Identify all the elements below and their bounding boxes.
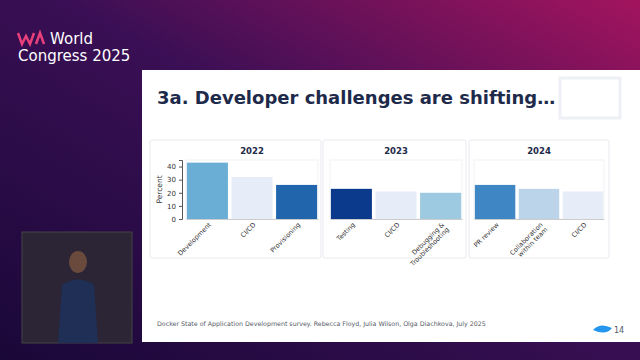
- y-tick: 20: [167, 190, 182, 198]
- x-tick-label-line: CI/CD: [570, 221, 589, 240]
- x-tick-label-line: Troubleshooting: [408, 226, 451, 269]
- y-tick-mark: [179, 180, 182, 181]
- x-tick: CI/CD: [239, 221, 258, 240]
- speaker-head: [69, 251, 87, 273]
- chart-title: 2022: [240, 146, 264, 156]
- speaker-video: [22, 232, 132, 343]
- slide-title: 3a. Developer challenges are shifting…: [157, 87, 555, 108]
- y-tick: 40: [167, 163, 182, 171]
- bars: [475, 185, 603, 219]
- y-tick-mark: [179, 167, 182, 168]
- x-tick: Development: [176, 221, 213, 258]
- chart-title: 2024: [527, 146, 551, 156]
- decoration: [560, 78, 620, 118]
- x-tick-label: Collaborationwithin team: [508, 221, 549, 262]
- bar: [563, 191, 603, 219]
- x-tick: Debugging &Troubleshooting: [403, 221, 451, 269]
- bar: [475, 185, 515, 219]
- y-tick: 30: [167, 176, 182, 184]
- event-name: Congress 2025: [18, 47, 130, 65]
- x-tick: Testing: [334, 221, 357, 244]
- bar: [231, 177, 272, 219]
- panel-frame: [469, 140, 609, 258]
- x-tick-label: Development: [176, 221, 213, 258]
- bars: [331, 189, 461, 219]
- y-axis: 0 10 20 30 40: [167, 161, 182, 224]
- x-tick-label-line: Provisioning: [269, 221, 302, 254]
- bar: [331, 189, 372, 219]
- chart-panel: 2023 Testing CI/CDDebugging &Troubleshooti…: [323, 140, 466, 269]
- docker-logo: [593, 325, 612, 332]
- page-number: 14: [614, 326, 624, 335]
- bar: [187, 163, 228, 219]
- y-tick-mark: [179, 219, 182, 220]
- slide-canvas: WorldCongress 2025 3a. Developer challeng…: [0, 0, 640, 360]
- x-axis: PR reviewCollaborationwithin team CI/CD: [472, 220, 604, 262]
- bar: [276, 185, 317, 219]
- x-axis-line: [187, 219, 319, 220]
- x-tick-label-line: Development: [176, 221, 213, 258]
- y-tick-label: 0: [172, 216, 176, 224]
- x-tick-label: Provisioning: [269, 221, 302, 254]
- bar: [519, 189, 559, 219]
- x-tick: PR review: [472, 220, 501, 249]
- x-tick-label-line: CI/CD: [239, 221, 258, 240]
- chart-panel: 2022 0 10 20 30 40Percent Development CI/CD Prov…: [150, 140, 321, 258]
- y-tick-mark: [179, 193, 182, 194]
- y-tick-label: 10: [167, 203, 176, 211]
- y-axis-line: [179, 161, 183, 220]
- background: [0, 0, 640, 360]
- x-axis-line: [331, 219, 463, 220]
- x-tick-label: CI/CD: [383, 221, 402, 240]
- plot-frame: [330, 160, 462, 219]
- x-tick-label-line: Testing: [334, 221, 357, 244]
- plot-frame: [186, 160, 318, 219]
- x-tick: Collaborationwithin team: [508, 221, 549, 262]
- x-axis: Development CI/CD Provisioning: [176, 220, 318, 258]
- plot-frame: [474, 160, 604, 219]
- x-tick-label: CI/CD: [239, 221, 258, 240]
- y-tick-label: 30: [167, 176, 176, 184]
- chart-panel: 2024 PR reviewCollaborationwithin team CI/…: [469, 140, 609, 262]
- chart-title: 2023: [384, 146, 408, 156]
- bars: [187, 163, 317, 219]
- x-tick: Provisioning: [269, 221, 302, 254]
- x-tick-label: CI/CD: [570, 221, 589, 240]
- x-tick-label-line: within team: [516, 226, 549, 259]
- y-tick: 0: [172, 216, 182, 224]
- x-tick: CI/CD: [570, 221, 589, 240]
- y-axis-title: Percent: [155, 175, 164, 203]
- x-tick-label: Testing: [334, 221, 357, 244]
- y-tick: 10: [167, 203, 182, 211]
- event-name: World: [50, 30, 93, 48]
- panel-frame: [323, 140, 466, 258]
- bar: [420, 193, 461, 219]
- y-tick-mark: [179, 206, 182, 207]
- slide: [142, 70, 640, 342]
- source-note: Docker State of Application Development …: [157, 320, 486, 328]
- x-tick-label: Debugging &Troubleshooting: [403, 221, 451, 269]
- y-tick-label: 20: [167, 190, 176, 198]
- y-tick-label: 40: [167, 163, 176, 171]
- x-tick-label-line: CI/CD: [383, 221, 402, 240]
- bar: [375, 191, 416, 219]
- x-axis: Testing CI/CDDebugging &Troubleshooting: [331, 220, 463, 269]
- x-tick: CI/CD: [383, 221, 402, 240]
- speaker-body: [58, 280, 98, 344]
- x-tick-label: PR review: [472, 220, 501, 249]
- event-logo: [18, 33, 44, 44]
- x-tick-label-line: PR review: [472, 220, 501, 249]
- x-axis-line: [475, 219, 605, 220]
- panel-frame: [150, 140, 321, 258]
